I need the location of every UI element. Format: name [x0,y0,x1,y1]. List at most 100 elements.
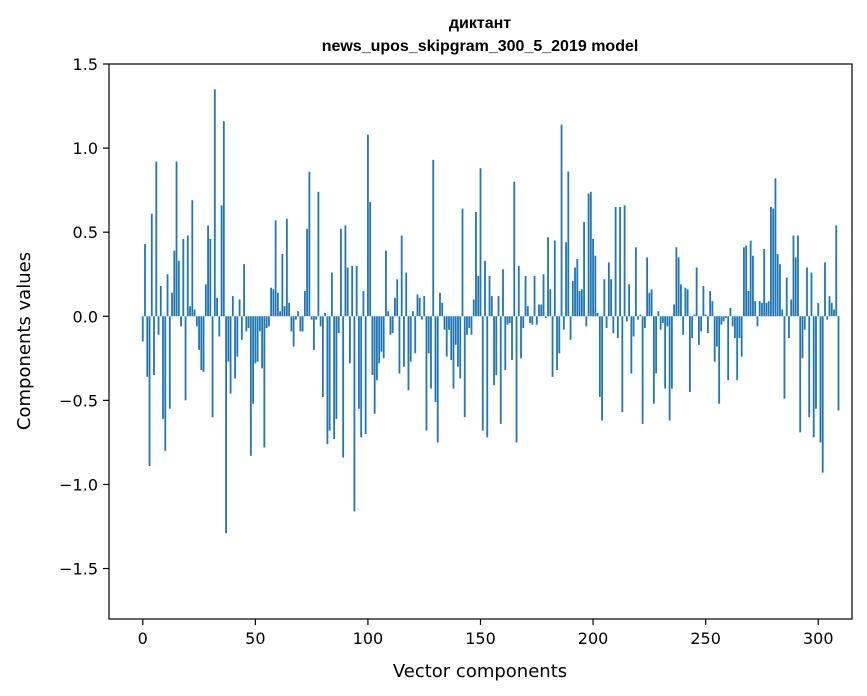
bar [344,225,347,317]
bar [648,292,651,317]
x-tick-label: 150 [465,629,496,648]
bar [567,171,570,317]
bar [204,284,207,317]
bar [317,191,320,317]
bar [310,316,313,320]
bar [801,316,804,359]
y-tick-label: −1.5 [59,560,98,579]
bar [439,292,441,317]
bar [677,257,680,317]
bar [598,316,601,397]
bar [328,316,331,431]
bar [312,316,315,350]
bar [646,257,649,317]
bar [709,291,712,317]
bar [810,272,813,317]
bar [155,161,158,317]
bar [263,316,266,448]
bar [261,316,263,369]
bar [276,292,279,317]
bar [436,316,439,443]
bar [531,316,534,325]
bar [258,316,261,332]
bar [571,280,574,317]
bar [470,316,473,335]
bar [691,316,694,339]
plot-frame [108,63,853,620]
bar [736,316,739,381]
bar [409,316,412,362]
bar [560,124,563,317]
bar [256,316,259,362]
bar [371,316,374,376]
bar [416,294,419,317]
bar [367,134,369,317]
bar [173,250,176,317]
bar [285,218,288,317]
bar [162,316,164,419]
x-tick-label: 200 [578,629,609,648]
bar [353,316,356,512]
bar [607,262,610,317]
bar [213,89,216,317]
bar [544,316,547,318]
bar [211,316,214,418]
bar [171,292,173,317]
bar [679,284,682,317]
bar [450,316,453,360]
bar [673,304,676,317]
bar [274,220,277,317]
bar [202,316,205,372]
bar [360,316,363,438]
bar [837,316,840,411]
bar [625,316,628,322]
bar [601,316,603,421]
bar [488,275,491,317]
bar [423,296,426,317]
bar [394,297,396,317]
bar [382,316,385,359]
bar [306,228,309,317]
bar [830,302,833,317]
bar [634,247,637,317]
bar [227,316,230,362]
bar [603,279,606,317]
bar [297,311,300,317]
bar [797,235,799,317]
bar [398,316,401,374]
bar [175,161,178,317]
bar [254,316,257,364]
bar [495,316,498,376]
bar [267,316,270,327]
bar [265,316,268,329]
bar [364,316,367,434]
bar [207,225,209,317]
bar [315,316,318,320]
bar [511,316,513,360]
bar [551,316,554,377]
bar [324,312,327,317]
bar [385,250,387,317]
bar [556,316,558,371]
bar [340,228,342,317]
bar [434,316,437,403]
y-axis-label: Components values [14,252,35,430]
bar [743,247,745,317]
bar [637,316,640,320]
bar [731,316,734,327]
bar [695,267,698,317]
bar [781,309,784,317]
bar [308,171,311,317]
bar [682,316,685,335]
bar [700,316,703,332]
y-axis: 1.5 1.0 0.5 0.0 −0.5 −1.0 −1.5 [59,55,109,579]
bar [279,311,282,317]
bar [619,206,621,317]
bar [792,235,795,317]
bar [547,237,549,317]
bar [389,316,392,335]
bar [481,316,484,431]
bar [441,302,444,317]
bar [454,316,457,345]
